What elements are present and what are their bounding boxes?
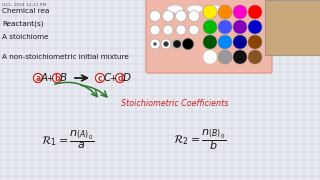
Text: Reactant(s): Reactant(s): [2, 21, 44, 27]
Circle shape: [149, 10, 161, 21]
Circle shape: [248, 50, 262, 64]
Text: A: A: [40, 73, 48, 83]
Ellipse shape: [187, 5, 203, 13]
Circle shape: [150, 39, 160, 49]
Text: A non-stoichiometric initial mixture: A non-stoichiometric initial mixture: [2, 54, 129, 60]
Text: c: c: [98, 73, 102, 82]
Circle shape: [248, 20, 262, 34]
Text: Stoichiometric Coefficients: Stoichiometric Coefficients: [121, 98, 229, 107]
Text: B: B: [60, 73, 67, 83]
Text: +: +: [47, 73, 53, 82]
Circle shape: [95, 73, 105, 82]
FancyBboxPatch shape: [146, 0, 272, 73]
Circle shape: [175, 10, 187, 21]
Circle shape: [203, 20, 217, 34]
Text: a: a: [36, 73, 41, 82]
Circle shape: [248, 5, 262, 19]
Circle shape: [52, 73, 61, 82]
Circle shape: [218, 5, 232, 19]
Circle shape: [233, 20, 247, 34]
Circle shape: [176, 25, 186, 35]
Circle shape: [164, 42, 169, 46]
Circle shape: [116, 73, 124, 82]
Ellipse shape: [207, 5, 223, 13]
Circle shape: [233, 35, 247, 49]
Circle shape: [161, 39, 171, 49]
Circle shape: [154, 42, 156, 46]
Circle shape: [233, 50, 247, 64]
Circle shape: [164, 42, 169, 46]
Circle shape: [173, 40, 181, 48]
Circle shape: [173, 40, 181, 48]
Circle shape: [203, 5, 217, 19]
Ellipse shape: [167, 5, 183, 13]
Text: C: C: [103, 73, 111, 83]
Text: A stoichiome: A stoichiome: [2, 34, 49, 40]
Circle shape: [188, 10, 199, 21]
Circle shape: [218, 50, 232, 64]
Text: $\mathcal{R}_2 = \dfrac{n_{(B)_0}}{b}$: $\mathcal{R}_2 = \dfrac{n_{(B)_0}}{b}$: [173, 128, 227, 152]
FancyBboxPatch shape: [265, 0, 320, 55]
Circle shape: [218, 35, 232, 49]
Circle shape: [248, 35, 262, 49]
Text: d: d: [117, 73, 123, 82]
Text: b: b: [54, 73, 60, 82]
Circle shape: [218, 20, 232, 34]
Text: D: D: [123, 73, 131, 83]
Text: $\mathcal{R}_1 = \dfrac{n_{(A)_0}}{a}$: $\mathcal{R}_1 = \dfrac{n_{(A)_0}}{a}$: [42, 129, 94, 151]
Circle shape: [189, 25, 199, 35]
Circle shape: [203, 50, 217, 64]
Text: G11, 2024 12:21 PM: G11, 2024 12:21 PM: [2, 3, 46, 7]
Circle shape: [34, 73, 43, 82]
Circle shape: [203, 35, 217, 49]
Text: +: +: [109, 73, 116, 82]
Circle shape: [163, 25, 173, 35]
Circle shape: [154, 42, 156, 46]
Circle shape: [172, 39, 182, 49]
Circle shape: [182, 39, 194, 50]
Text: Chemical rea: Chemical rea: [2, 8, 49, 14]
Circle shape: [182, 39, 194, 50]
Circle shape: [163, 10, 173, 21]
Circle shape: [233, 5, 247, 19]
Circle shape: [150, 25, 160, 35]
